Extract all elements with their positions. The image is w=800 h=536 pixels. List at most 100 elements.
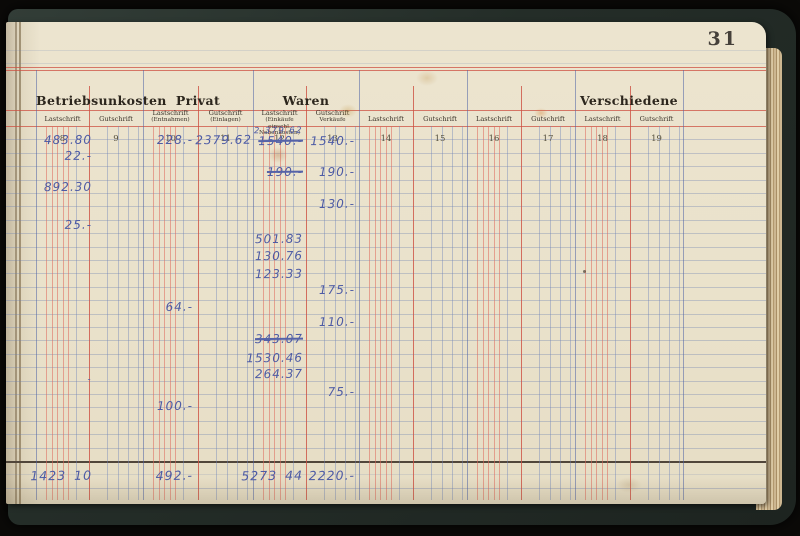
ruled-line xyxy=(6,63,766,64)
column-label: Gutschrift xyxy=(423,115,457,123)
amount-guide-line xyxy=(274,126,275,500)
amount-guide-line xyxy=(153,126,154,500)
amount-guide-line xyxy=(452,126,453,500)
ledger-entry: 175.- xyxy=(318,282,356,297)
column-number: 15 xyxy=(434,134,446,144)
ruled-line xyxy=(6,70,766,71)
column-number: 8 xyxy=(59,134,66,144)
column-number: 17 xyxy=(542,134,554,144)
amount-guide-line xyxy=(62,126,64,500)
amount-guide-line xyxy=(345,126,346,500)
amount-guide-line xyxy=(507,126,508,500)
ink-speck xyxy=(583,270,586,273)
amount-guide-line xyxy=(585,126,586,500)
ledger-entry: 22.- xyxy=(64,148,93,163)
page-bottom-shade xyxy=(6,478,766,504)
stain xyxy=(416,70,438,86)
amount-guide-line xyxy=(68,126,69,500)
amount-guide-line xyxy=(601,126,603,500)
group-title: Betriebsunkosten xyxy=(36,93,167,108)
column-number: 12 xyxy=(274,134,285,144)
group-title: Waren xyxy=(282,93,330,108)
column-label: Lastschrift (Entnahmen) xyxy=(151,109,190,124)
gutter-shadow xyxy=(6,22,40,504)
column-boundary-line xyxy=(359,70,361,500)
amount-guide-line xyxy=(164,126,165,500)
amount-guide-line xyxy=(324,126,325,500)
column-number: 18 xyxy=(597,134,608,144)
amount-guide-line xyxy=(374,126,376,500)
amount-guide-line xyxy=(335,126,336,500)
stain xyxy=(339,104,357,118)
page-number: 31 xyxy=(707,28,738,50)
amount-guide-line xyxy=(227,126,228,500)
amount-guide-line xyxy=(380,126,381,500)
stain xyxy=(616,477,642,493)
amount-guide-line xyxy=(679,126,680,500)
group-title: Privat xyxy=(175,93,221,108)
ledger-entry: 264.37 xyxy=(254,366,304,382)
column-boundary-line xyxy=(575,70,577,500)
amount-guide-line xyxy=(648,126,649,500)
amount-guide-line xyxy=(615,126,616,500)
amount-guide-line xyxy=(175,126,176,500)
column-label: Lastschrift xyxy=(475,115,513,123)
amount-guide-line xyxy=(128,126,129,500)
subcolumn-divider-line xyxy=(630,86,632,500)
ledger-entry: 1530.46 xyxy=(246,350,304,366)
amount-guide-line xyxy=(138,126,139,500)
ledger-entry: 501.83 xyxy=(254,231,304,247)
amount-guide-line xyxy=(442,126,443,500)
amount-guide-line xyxy=(369,126,370,500)
column-number: 16 xyxy=(488,134,500,144)
amount-guide-line xyxy=(391,126,392,500)
amount-guide-line xyxy=(263,126,264,500)
amount-guide-line xyxy=(285,126,286,500)
ledger-entry: 190.- xyxy=(318,164,356,179)
amount-guide-line xyxy=(669,126,670,500)
column-boundary-line xyxy=(467,70,469,500)
ruled-line xyxy=(6,50,766,51)
column-number: 14 xyxy=(380,134,392,144)
column-number: 13 xyxy=(327,134,338,144)
stain xyxy=(268,147,288,163)
amount-guide-line xyxy=(488,126,489,500)
amount-guide-line xyxy=(279,126,281,500)
amount-guide-line xyxy=(76,126,77,500)
amount-guide-line xyxy=(57,126,58,500)
amount-guide-line xyxy=(596,126,597,500)
amount-guide-line xyxy=(51,126,53,500)
column-label: Lastschrift xyxy=(584,115,621,123)
amount-guide-line xyxy=(550,126,551,500)
amount-guide-line xyxy=(607,126,608,500)
amount-guide-line xyxy=(477,126,478,500)
amount-guide-line xyxy=(431,126,432,500)
column-label: Gutschrift (Einlagen) xyxy=(208,109,243,124)
amount-guide-line xyxy=(560,126,561,500)
column-label: Gutschrift Verkäufe xyxy=(315,109,350,124)
ledger-entry: 483.80 xyxy=(43,132,93,147)
amount-guide-line xyxy=(399,126,400,500)
ledger-entry: 343.07 xyxy=(254,332,304,347)
amount-guide-line xyxy=(183,126,184,500)
page-fold-line xyxy=(15,22,17,504)
amount-guide-line xyxy=(216,126,217,500)
column-boundary-line xyxy=(683,70,685,500)
column-number: 10 xyxy=(165,134,176,144)
group-title: Verschiedene xyxy=(579,93,679,108)
amount-guide-line xyxy=(118,126,119,500)
amount-guide-line xyxy=(462,126,463,500)
column-number: 19 xyxy=(651,134,662,144)
subcolumn-divider-line xyxy=(413,86,415,500)
stain xyxy=(534,108,548,118)
amount-guide-line xyxy=(493,126,495,500)
ledger-entry: 110.- xyxy=(318,314,356,329)
column-label: Gutschrift xyxy=(99,115,133,123)
amount-guide-line xyxy=(169,126,171,500)
ledger-entry: 25.- xyxy=(64,218,93,233)
ledger-entry: 130.76 xyxy=(254,248,304,264)
column-number: 11 xyxy=(220,134,231,144)
subcolumn-divider-line xyxy=(89,86,91,500)
column-boundary-line xyxy=(143,70,145,500)
